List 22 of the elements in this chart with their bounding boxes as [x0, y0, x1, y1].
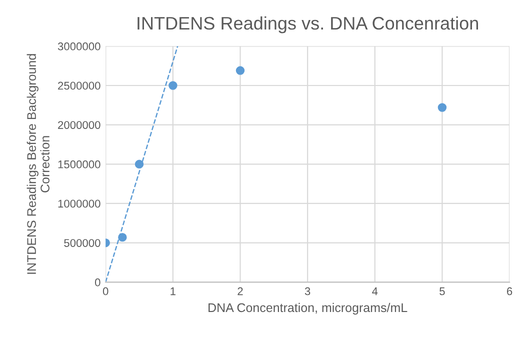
y-tick-label: 3000000: [58, 42, 100, 50]
x-tick-label: 6: [506, 287, 512, 296]
point: [168, 81, 178, 90]
y-tick-label: 500000: [64, 239, 100, 247]
y-tick-label: 0: [94, 278, 100, 286]
x-tick-label: 5: [440, 287, 445, 296]
point: [118, 232, 127, 242]
y-tick-label: 2500000: [58, 82, 100, 90]
y-tick-label: 1000000: [58, 200, 100, 208]
y-tick-label: 2000000: [58, 121, 100, 129]
point: [236, 66, 245, 75]
y-tick-label: 1500000: [58, 160, 100, 168]
x-axis-title: DNA Concentration, micrograms/mL: [208, 302, 408, 315]
x-tick-label: 0: [102, 287, 108, 296]
y-axis-title: INTDENS Readings Before Background Correction: [26, 54, 50, 274]
point: [134, 160, 144, 169]
x-tick-label: 3: [304, 287, 310, 296]
point: [438, 103, 447, 112]
chart-title: INTDENS Readings vs. DNA Concenration: [138, 16, 478, 34]
x-tick-label: 2: [238, 287, 243, 296]
x-tick-label: 4: [372, 287, 378, 296]
x-tick-label: 1: [170, 287, 176, 296]
